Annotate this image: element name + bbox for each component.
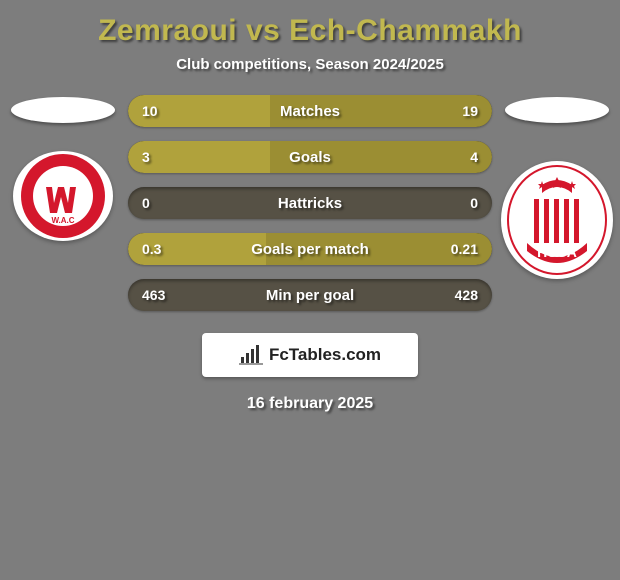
left-column: نادي W.A.C	[8, 91, 118, 241]
stat-bar: 1019Matches	[128, 95, 492, 127]
club-badge-left: نادي W.A.C	[13, 151, 113, 241]
main-row: نادي W.A.C 1019Matches 34Goals 00Hattricks…	[0, 91, 620, 311]
stat-label: Hattricks	[128, 187, 492, 219]
svg-text:W.A.C: W.A.C	[51, 216, 74, 225]
svg-text:HUSA: HUSA	[537, 244, 577, 260]
stat-bar: 0.30.21Goals per match	[128, 233, 492, 265]
brand-name: FcTables.com	[269, 345, 381, 365]
right-column: HUSA	[502, 91, 612, 279]
page-title: Zemraoui vs Ech-Chammakh	[0, 10, 620, 56]
brand-card: FcTables.com	[202, 333, 418, 377]
stat-label: Matches	[128, 95, 492, 127]
brand-box: FcTables.com	[0, 333, 620, 377]
stat-label: Goals	[128, 141, 492, 173]
stats-bars: 1019Matches 34Goals 00Hattricks 0.30.21Goal…	[128, 91, 492, 311]
stat-bar: 463428Min per goal	[128, 279, 492, 311]
left-player-oval	[11, 97, 115, 123]
club-badge-right: HUSA	[501, 161, 613, 279]
stat-label: Goals per match	[128, 233, 492, 265]
stat-bar: 00Hattricks	[128, 187, 492, 219]
stat-label: Min per goal	[128, 279, 492, 311]
infographic-root: Zemraoui vs Ech-Chammakh Club competitio…	[0, 0, 620, 413]
stat-bar: 34Goals	[128, 141, 492, 173]
right-player-oval	[505, 97, 609, 123]
subtitle: Club competitions, Season 2024/2025	[0, 56, 620, 91]
bar-chart-icon	[239, 345, 263, 365]
svg-text:نادي: نادي	[56, 174, 71, 184]
wydad-crest-icon: نادي W.A.C	[20, 153, 106, 239]
date-text: 16 february 2025	[0, 395, 620, 413]
husa-crest-icon: HUSA	[507, 165, 607, 275]
